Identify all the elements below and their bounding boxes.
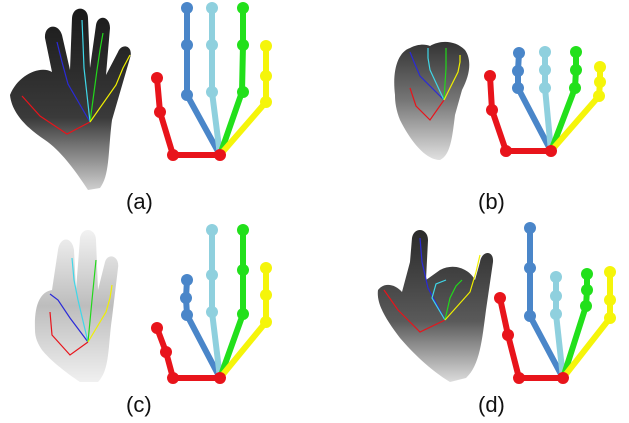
panel-c: (c) [34,224,272,417]
panel-a: (a) [10,2,272,214]
skeleton-model-c [151,224,272,384]
panel-label-a: (a) [126,189,153,214]
joint-markers-d [383,237,481,333]
hand-photo-c [34,229,119,382]
hand-photo-b [394,41,470,160]
joint-markers-c [49,257,113,356]
panel-label-c: (c) [126,392,152,417]
hand-photo-d [377,229,494,382]
joint-markers-b [409,48,461,121]
panel-b: (b) [394,41,606,214]
panel-d: (d) [377,222,616,417]
skeleton-model-b [484,46,606,157]
panel-label-b: (b) [478,189,505,214]
joint-markers-a [21,19,131,135]
skeleton-model-d [494,222,616,384]
skeleton-model-a [151,2,272,161]
panel-label-d: (d) [478,392,505,417]
hand-photo-a [10,8,131,191]
